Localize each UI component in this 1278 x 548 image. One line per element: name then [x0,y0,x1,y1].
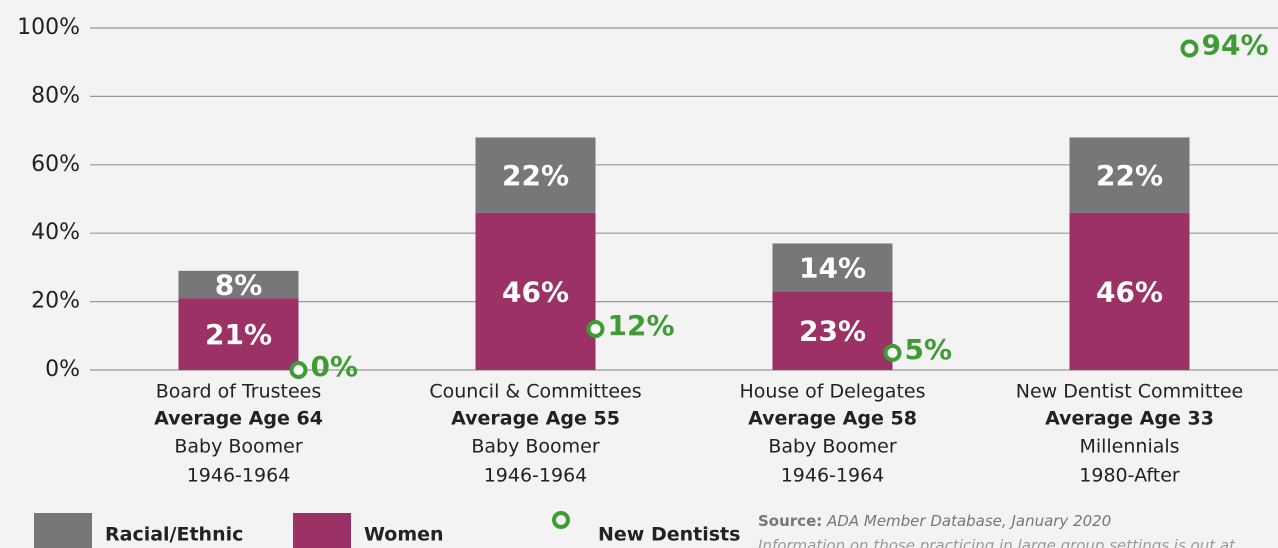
bar-segment [178,270,299,299]
bar-label: 22% [1096,159,1163,192]
generation: Baby Boomer [174,436,303,458]
y-tick-label: 100% [17,15,80,40]
x-tick-label: House of Delegates [740,381,926,403]
source-label: Source: [758,512,822,530]
note: Information on those practicing in large… [758,537,1236,548]
y-tick-label: 80% [31,83,80,108]
marker [586,319,605,338]
bar-label: 46% [1096,275,1163,308]
y-tick-label: 60% [31,152,80,177]
generation: Baby Boomer [768,436,897,458]
y-tick-label: 40% [31,220,80,245]
bar-segment [772,291,893,370]
marker-label: 0% [311,350,359,383]
bar-label: 22% [502,159,569,192]
marker [289,361,308,379]
bar-label: 46% [502,275,569,308]
average-age: Average Age 64 [154,408,323,430]
years: 1946-1964 [187,465,291,487]
generation: Millennials [1079,436,1179,458]
source-text: ADA Member Database, January 2020 [826,512,1111,530]
marker-label: 94% [1202,29,1269,62]
average-age: Average Age 58 [748,408,917,430]
legend-marker [552,511,570,529]
generation: Baby Boomer [471,436,600,458]
years: 1980-After [1079,465,1180,487]
average-age: Average Age 55 [451,408,620,430]
legend-label: Racial/Ethnic [105,524,243,546]
bar-label: 23% [799,315,866,348]
y-tick-label: 0% [45,357,80,382]
bar-segment [178,298,299,370]
legend-swatch [34,513,92,548]
bar-label: 14% [799,251,866,284]
marker-label: 12% [608,309,675,342]
bar-segment [475,212,596,370]
average-age: Average Age 33 [1045,408,1214,430]
bar-label: 21% [205,318,272,351]
bar-segment [772,243,893,292]
x-tick-label: New Dentist Committee [1016,381,1243,403]
bar-segment [1069,137,1190,213]
legend-swatch [293,513,351,548]
legend-label: New Dentists [598,524,740,546]
marker [883,343,902,362]
years: 1946-1964 [781,465,885,487]
marker [1180,39,1199,58]
y-tick-label: 20% [31,289,80,314]
bar-segment [1069,212,1190,370]
years: 1946-1964 [484,465,588,487]
bar-segment [475,137,596,213]
legend-label: Women [364,524,444,546]
x-tick-label: Council & Committees [429,381,641,403]
x-tick-label: Board of Trustees [156,381,322,403]
source: Source: ADA Member Database, January 202… [758,512,1111,530]
bar-label: 8% [215,269,263,302]
marker-label: 5% [905,333,953,366]
